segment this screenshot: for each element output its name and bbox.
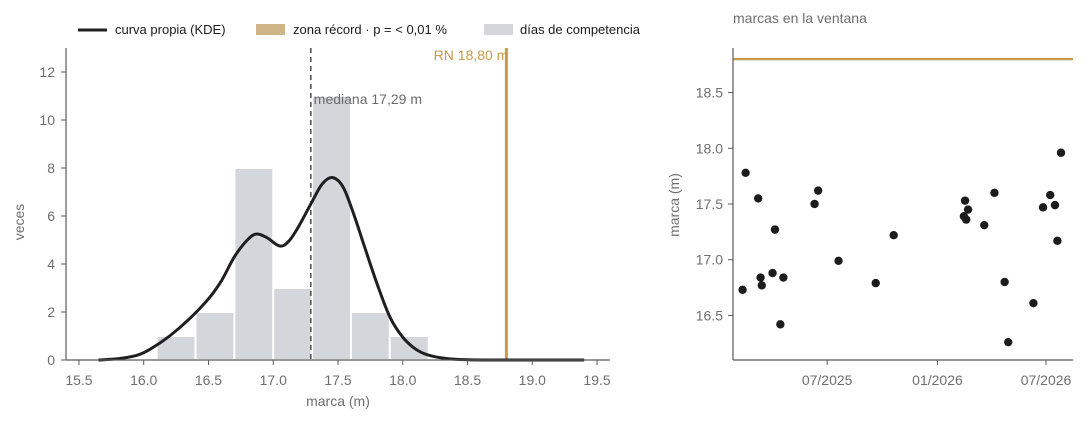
scatter-point: [753, 194, 763, 203]
legend-label: curva propia (KDE): [115, 22, 226, 37]
scatter-point: [813, 186, 823, 195]
y-tick-label: 17.0: [696, 252, 723, 268]
x-tick-label: 16.0: [130, 372, 157, 388]
scatter-point: [756, 273, 765, 282]
scatter-point: [980, 220, 989, 230]
y-tick-label: 10: [39, 112, 55, 128]
scatter-point: [1046, 190, 1055, 200]
x-tick-label: 01/2026: [912, 372, 963, 388]
y-tick-label: 6: [47, 208, 55, 224]
scatter-point: [779, 273, 788, 282]
scatter-point: [1056, 148, 1066, 157]
histogram-bar: [272, 287, 314, 361]
scatter-point: [1000, 277, 1009, 287]
x-tick-label: 17.5: [324, 372, 351, 388]
legend-label: días de competencia: [520, 22, 641, 37]
scatter-point: [1029, 298, 1038, 308]
scatter-point: [960, 196, 970, 205]
scatter-point: [1050, 200, 1060, 210]
record-label: RN 18,80 m: [434, 47, 509, 63]
scatter-point: [1053, 236, 1062, 245]
scatter-point: [1038, 203, 1048, 212]
y-axis-label: veces: [11, 204, 27, 241]
y-tick-label: 2: [47, 304, 55, 320]
scatter-point: [757, 281, 766, 290]
scatter-point: [738, 285, 747, 294]
legend-label: zona récord · p = < 0,01 %: [293, 22, 447, 37]
histogram-bar: [311, 95, 352, 361]
y-tick-label: 4: [47, 256, 55, 272]
kde-curve: [98, 176, 585, 362]
y-tick-label: 0: [47, 352, 55, 368]
scatter-point: [770, 225, 780, 234]
x-tick-label: 07/2025: [802, 372, 853, 388]
x-tick-label: 19.0: [519, 372, 546, 388]
scatter-point: [834, 256, 843, 266]
y-tick-label: 18.0: [696, 140, 723, 156]
x-axis-label: marca (m): [306, 393, 370, 409]
median-label: mediana 17,29 m: [314, 91, 422, 107]
scatter-point: [741, 168, 750, 177]
x-tick-label: 19.5: [583, 372, 610, 388]
scatter-point: [776, 320, 785, 329]
y-tick-label: 8: [47, 160, 55, 176]
scatter-point: [768, 268, 777, 278]
legend: curva propia (KDE) zona récord · p = < 0,…: [78, 22, 641, 37]
histogram-chart: mediana 17,29 m RN 18,80 m 15.5 16.0 16.5 17.…: [11, 47, 611, 409]
histogram-bar: [349, 311, 391, 361]
x-tick-label: 16.5: [195, 372, 222, 388]
scatter-point: [1004, 337, 1013, 347]
scatter-chart: marcas en la ventana 16.5 17.0 17.5 18.0 18.5…: [666, 10, 1073, 388]
y-tick-label: 17.5: [696, 196, 723, 212]
scatter-point: [962, 215, 971, 224]
y-tick-label: 18.5: [696, 85, 723, 101]
y-tick-label: 16.5: [696, 307, 723, 323]
scatter-point: [889, 231, 898, 240]
x-tick-label: 17.0: [260, 372, 287, 388]
scatter-title: marcas en la ventana: [733, 10, 867, 26]
histogram-bar: [233, 167, 275, 361]
y-tick-label: 12: [39, 64, 55, 80]
histogram-bar: [388, 335, 430, 361]
x-tick-label: 18.0: [389, 372, 416, 388]
scatter-point: [990, 188, 999, 198]
legend-swatch-competition-days: [484, 24, 513, 35]
histogram-bar: [194, 311, 236, 361]
scatter-point: [810, 199, 819, 209]
x-tick-label: 07/2026: [1021, 372, 1072, 388]
x-tick-label: 15.5: [65, 372, 92, 388]
y-axis-label: marca (m): [666, 173, 682, 237]
x-tick-label: 18.5: [454, 372, 481, 388]
legend-swatch-record-zone: [256, 24, 285, 35]
scatter-point: [871, 278, 880, 288]
scatter-point: [963, 205, 973, 214]
